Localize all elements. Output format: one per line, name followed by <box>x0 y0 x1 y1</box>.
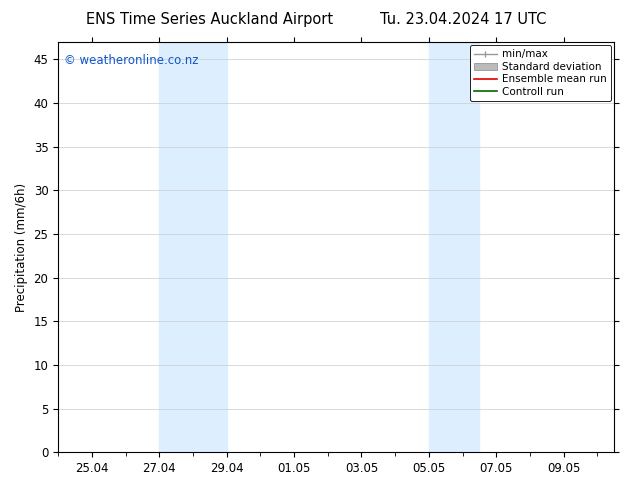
Text: © weatheronline.co.nz: © weatheronline.co.nz <box>63 54 198 67</box>
Text: ENS Time Series Auckland Airport: ENS Time Series Auckland Airport <box>86 12 333 27</box>
Bar <box>429 42 479 452</box>
Y-axis label: Precipitation (mm/6h): Precipitation (mm/6h) <box>15 183 28 312</box>
Legend: min/max, Standard deviation, Ensemble mean run, Controll run: min/max, Standard deviation, Ensemble me… <box>470 45 611 101</box>
Text: Tu. 23.04.2024 17 UTC: Tu. 23.04.2024 17 UTC <box>380 12 546 27</box>
Bar <box>159 42 226 452</box>
